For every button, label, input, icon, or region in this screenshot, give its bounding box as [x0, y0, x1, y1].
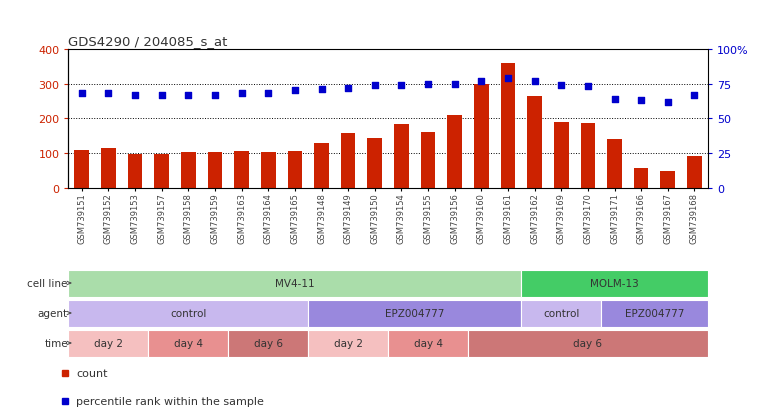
Point: [235, 91, 247, 97]
Bar: [581, 123, 595, 189]
Bar: [288, 152, 302, 189]
Bar: [154, 155, 169, 189]
Text: control: control: [543, 308, 579, 318]
Bar: [148, 330, 228, 357]
Point: [75, 91, 88, 97]
Point: [288, 88, 301, 95]
Point: [635, 98, 647, 104]
Text: cell line: cell line: [27, 278, 68, 288]
Bar: [314, 144, 329, 189]
Bar: [394, 125, 409, 189]
Point: [315, 87, 327, 93]
Text: day 2: day 2: [94, 338, 123, 348]
Point: [368, 82, 380, 89]
Point: [422, 81, 434, 88]
Bar: [468, 330, 708, 357]
Point: [581, 84, 594, 90]
Bar: [527, 97, 542, 189]
Bar: [501, 64, 515, 189]
Text: day 4: day 4: [174, 338, 203, 348]
Point: [102, 91, 114, 97]
Bar: [208, 153, 222, 189]
Text: day 6: day 6: [573, 338, 603, 348]
Text: day 6: day 6: [253, 338, 283, 348]
Text: percentile rank within the sample: percentile rank within the sample: [76, 396, 264, 406]
Point: [155, 92, 167, 99]
Text: control: control: [170, 308, 206, 318]
Bar: [687, 156, 702, 189]
Point: [129, 92, 142, 99]
Text: MV4-11: MV4-11: [275, 278, 315, 288]
Text: agent: agent: [38, 308, 68, 318]
Bar: [341, 134, 355, 189]
Bar: [661, 171, 675, 189]
Text: MOLM-13: MOLM-13: [590, 278, 639, 288]
Text: day 2: day 2: [333, 338, 363, 348]
Bar: [601, 300, 708, 327]
Point: [661, 99, 674, 106]
Bar: [128, 155, 142, 189]
Bar: [554, 123, 568, 189]
Point: [262, 91, 274, 97]
Bar: [421, 132, 435, 189]
Bar: [228, 330, 308, 357]
Bar: [634, 169, 648, 189]
Bar: [68, 330, 148, 357]
Text: EPZ004777: EPZ004777: [625, 308, 684, 318]
Bar: [68, 300, 308, 327]
Point: [448, 81, 460, 88]
Bar: [308, 300, 521, 327]
Text: time: time: [44, 338, 68, 348]
Point: [688, 92, 700, 99]
Point: [209, 92, 221, 99]
Bar: [234, 152, 249, 189]
Point: [475, 78, 487, 85]
Bar: [388, 330, 468, 357]
Bar: [607, 139, 622, 189]
Bar: [181, 153, 196, 189]
Bar: [261, 153, 275, 189]
Point: [396, 82, 408, 89]
Bar: [447, 116, 462, 189]
Text: EPZ004777: EPZ004777: [385, 308, 444, 318]
Point: [501, 76, 514, 82]
Bar: [368, 139, 382, 189]
Text: GDS4290 / 204085_s_at: GDS4290 / 204085_s_at: [68, 36, 228, 48]
Bar: [521, 300, 601, 327]
Bar: [68, 270, 521, 297]
Bar: [75, 150, 89, 189]
Bar: [101, 149, 116, 189]
Point: [342, 85, 354, 92]
Text: count: count: [76, 368, 107, 378]
Bar: [521, 270, 708, 297]
Point: [528, 78, 540, 85]
Text: day 4: day 4: [413, 338, 443, 348]
Bar: [474, 85, 489, 189]
Point: [182, 92, 194, 99]
Point: [608, 96, 620, 103]
Bar: [308, 330, 388, 357]
Point: [555, 82, 567, 89]
